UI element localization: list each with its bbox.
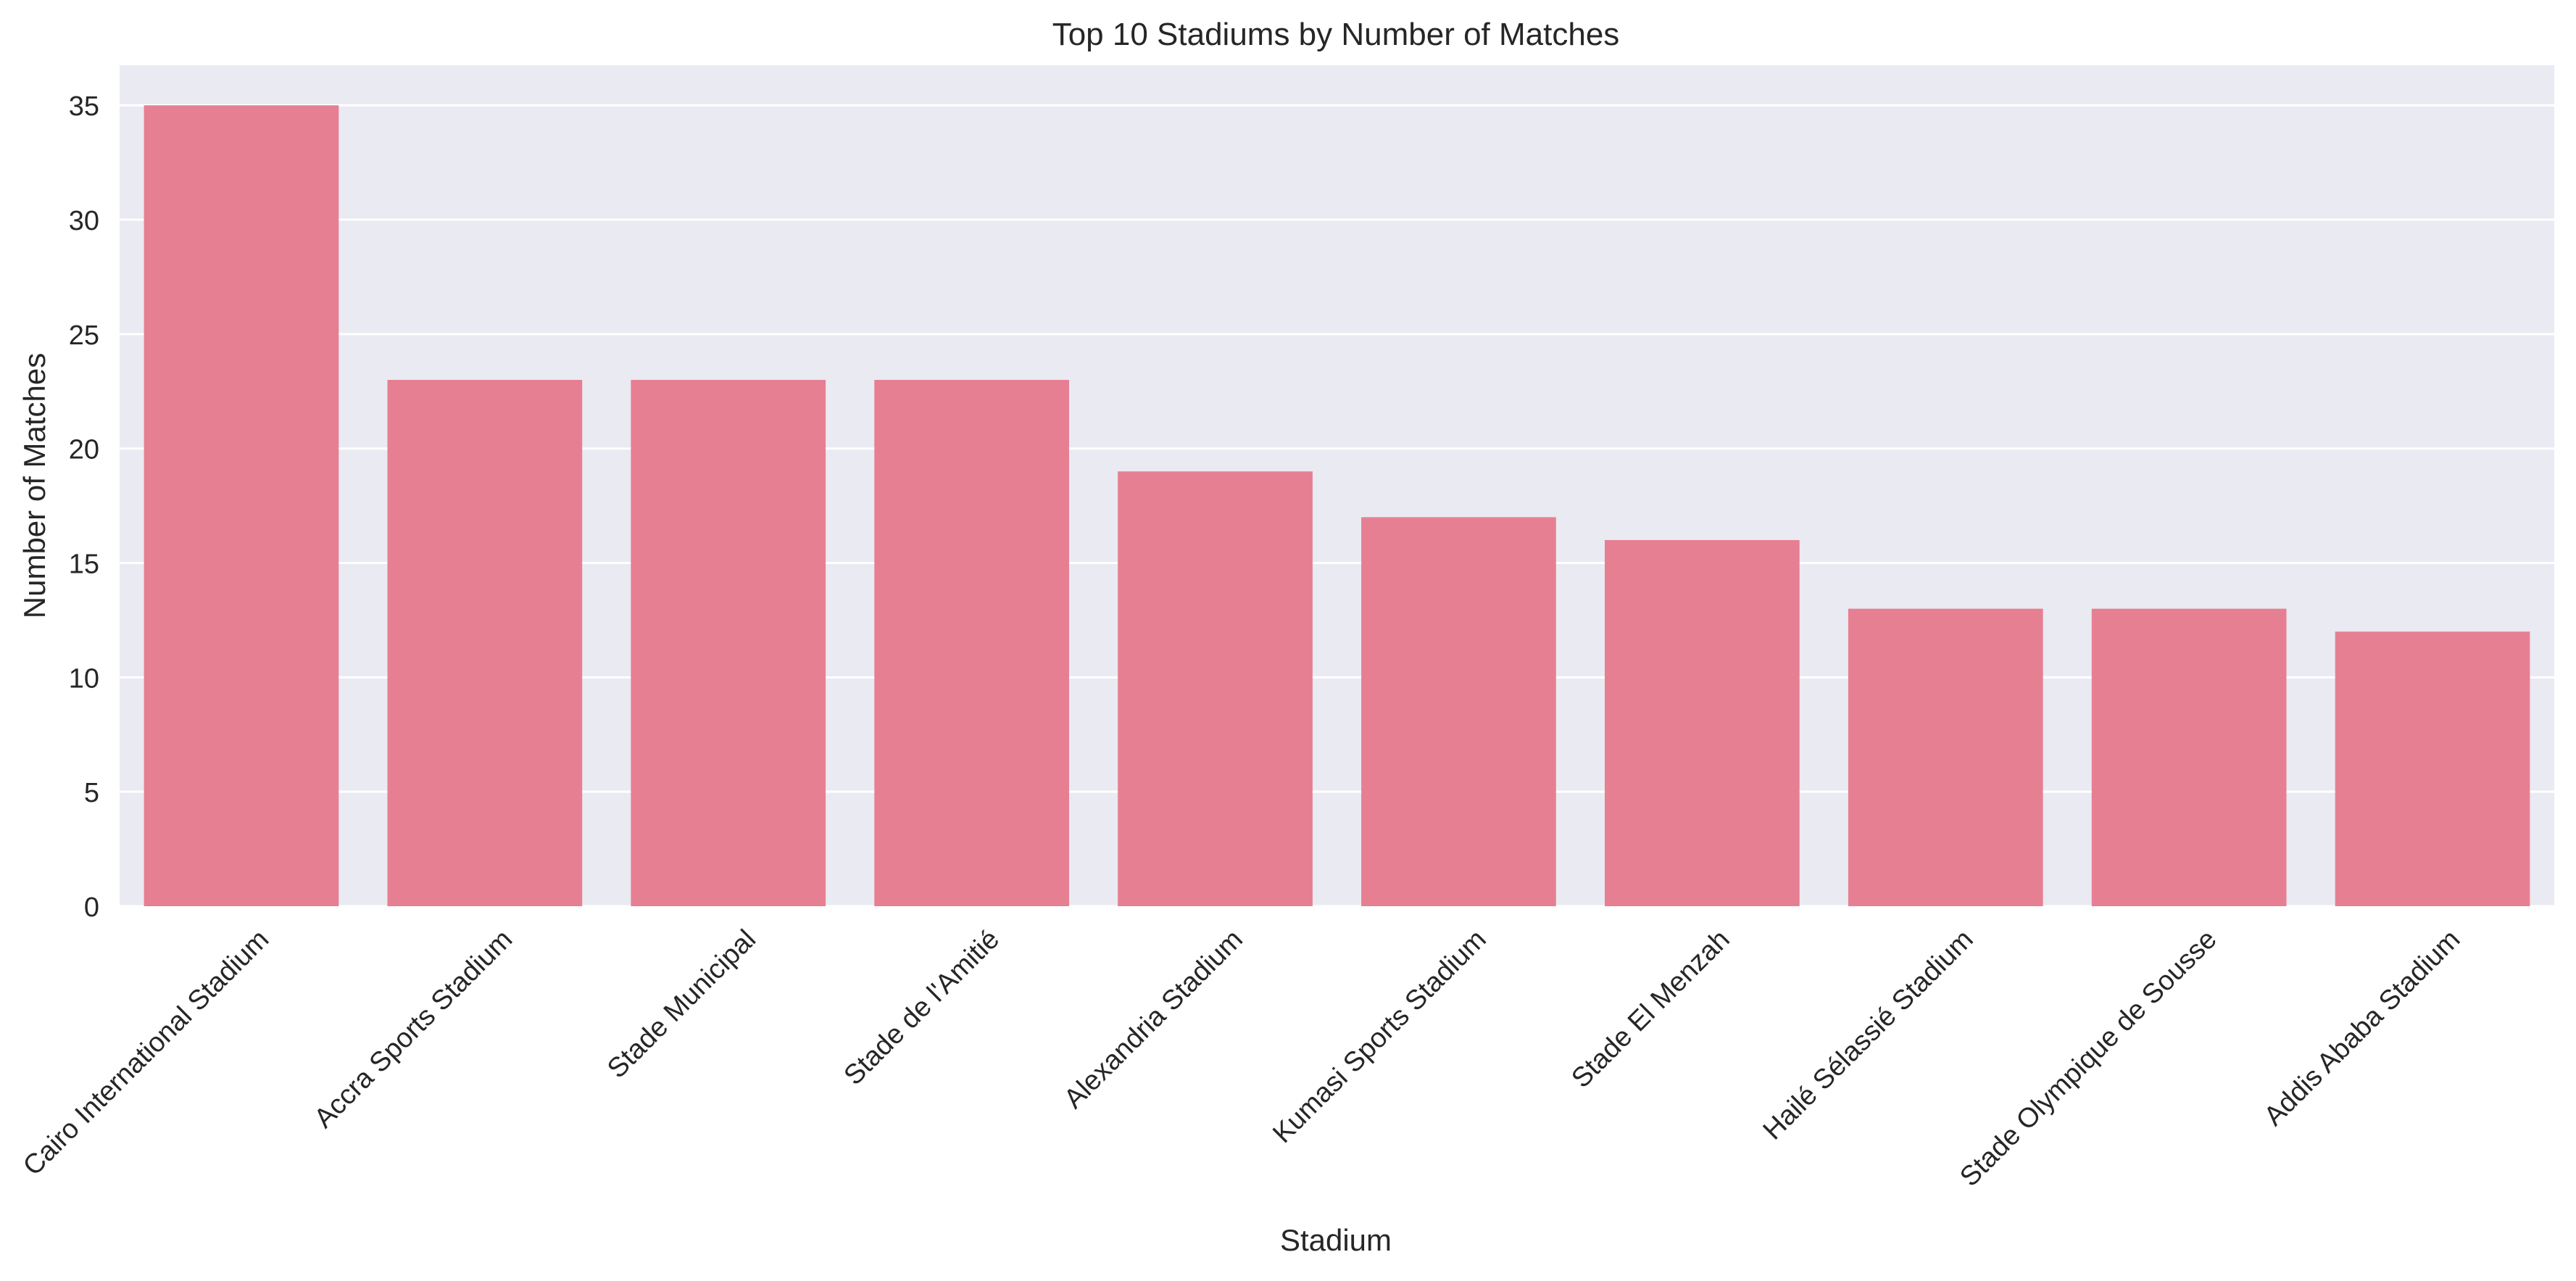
bar (387, 380, 583, 906)
y-tick-label: 0 (84, 892, 99, 923)
y-tick-label: 20 (69, 435, 99, 465)
bar (874, 380, 1070, 906)
x-tick-label: Addis Ababa Stadium (2259, 924, 2467, 1132)
x-tick-label: Hailé Sélassié Stadium (1758, 924, 1979, 1146)
bar (144, 105, 339, 907)
x-tick-label: Stade El Menzah (1566, 924, 1735, 1094)
bar (1604, 539, 1800, 906)
chart-title: Top 10 Stadiums by Number of Matches (1052, 17, 1620, 52)
bar (2335, 631, 2530, 906)
y-tick-label: 25 (69, 320, 99, 351)
bar (1361, 517, 1556, 906)
bar (1848, 608, 2043, 906)
bar (2091, 608, 2287, 906)
y-tick-label: 35 (69, 91, 99, 122)
y-tick-label: 15 (69, 550, 99, 580)
bar (1118, 471, 1313, 906)
x-tick-label: Cairo International Stadium (17, 924, 275, 1182)
x-tick-label: Stade Municipal (602, 924, 762, 1085)
y-tick-label: 30 (69, 206, 99, 236)
x-tick-label: Stade Olympique de Sousse (1954, 924, 2222, 1193)
y-tick-label: 10 (69, 663, 99, 694)
x-tick-label: Accra Sports Stadium (309, 924, 519, 1135)
y-axis-ticks: 0 5 10 15 20 25 30 35 (69, 91, 99, 923)
y-axis-label: Number of Matches (17, 353, 51, 618)
x-tick-label: Stade de l'Amitié (839, 924, 1005, 1091)
y-tick-label: 5 (84, 778, 99, 808)
bars (144, 105, 2530, 907)
x-axis-ticks: Cairo International Stadium Accra Sports … (17, 924, 2466, 1193)
x-axis-label: Stadium (1280, 1223, 1392, 1257)
x-tick-label: Alexandria Stadium (1058, 924, 1249, 1115)
bar (631, 380, 826, 906)
x-tick-label: Kumasi Sports Stadium (1267, 924, 1492, 1149)
